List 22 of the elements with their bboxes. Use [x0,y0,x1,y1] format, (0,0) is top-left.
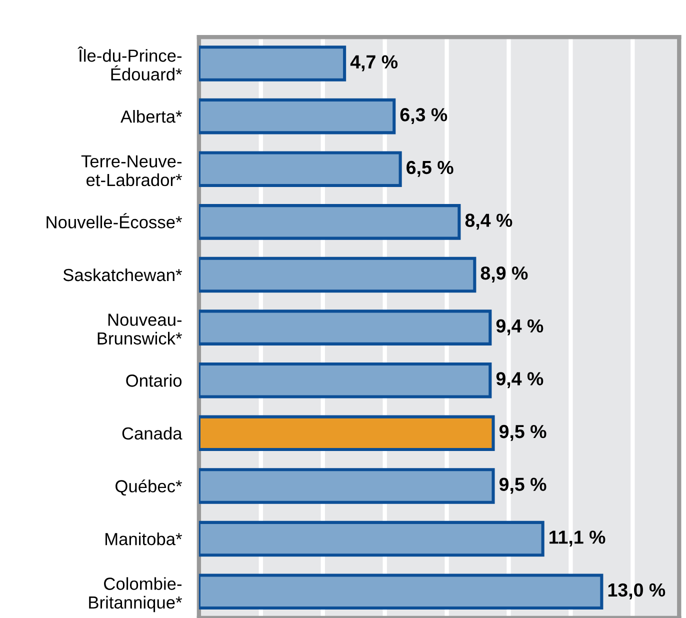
y-tick-label: Saskatchewan* [63,268,182,282]
y-tick-label: Nouvelle-Écosse* [46,213,182,228]
data-label: 9,5 % [499,478,546,494]
y-tick-label: Île-du-Prince- Édouard* [78,46,182,81]
y-tick-label: Colombie- Britannique* [89,577,182,612]
y-tick-label: Canada [122,426,182,440]
data-label: 9,4 % [496,319,544,336]
data-label: 9,4 % [496,372,544,388]
data-label: 4,7 % [350,55,398,72]
y-tick-label: Ontario [126,374,182,387]
data-label: 8,9 % [480,266,528,282]
y-tick-label: Nouveau- Brunswick* [98,314,182,345]
y-tick-label: Alberta* [120,110,182,123]
y-tick-label: Terre-Neuve- et-Labrador* [81,155,182,186]
data-label: 11,1 % [550,530,606,547]
y-tick-label: Québec* [116,479,182,496]
data-label: 8,4 % [465,214,512,230]
data-label: 9,5 % [499,424,546,441]
data-label: 6,5 % [406,160,454,177]
data-label: 13,0 % [608,583,666,600]
data-label: 6,3 % [400,108,448,124]
y-tick-label: Manitoba* [106,532,182,546]
